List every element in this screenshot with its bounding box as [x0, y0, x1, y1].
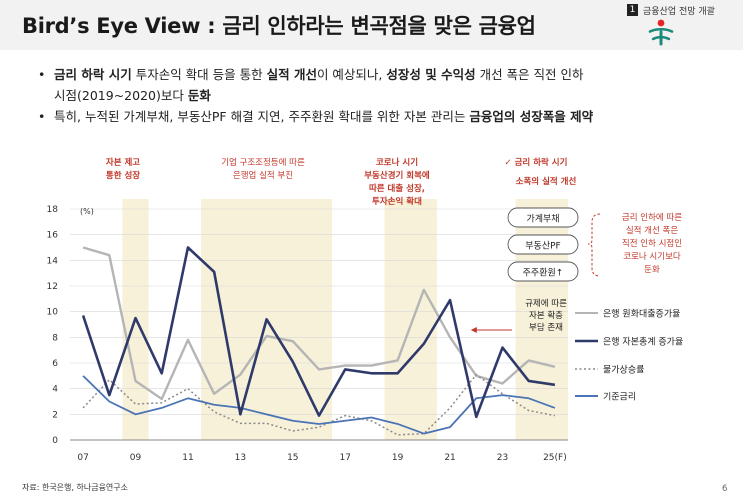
svg-text:부동산경기 회복에: 부동산경기 회복에 — [364, 170, 430, 181]
pill-shareholder-return: 주주환원↑ — [507, 261, 579, 282]
series-line-1 — [82, 246, 556, 401]
y-tick-label: 0 — [52, 436, 58, 446]
hana-logo-icon — [648, 19, 674, 46]
x-tick-label: 11 — [182, 453, 193, 463]
legend-label-2: 은행 자본총계 증가율 — [603, 336, 683, 348]
svg-text:✓ 금리 하락 시기: ✓ 금리 하락 시기 — [505, 157, 568, 168]
annotation-covid: 코로나 시기 부동산경기 회복에 따른 대출 성장, 투자손익 확대 — [364, 157, 430, 207]
y-tick-label: 12 — [47, 282, 58, 292]
svg-text:주주환원↑: 주주환원↑ — [523, 267, 564, 279]
pill-real-estate-pf: 부동산PF — [507, 234, 579, 255]
svg-text:따른 대출 성장,: 따른 대출 성장, — [369, 183, 425, 194]
regulation-note: 규제에 따른 자본 확충 부담 존재 — [525, 299, 567, 333]
shaded-period-3 — [384, 199, 437, 440]
svg-text:직전 인하 시점인: 직전 인하 시점인 — [622, 238, 682, 249]
legend-label-1: 은행 원화대출증가율 — [603, 308, 680, 320]
x-tick-label: 19 — [392, 453, 404, 463]
y-tick-label: 18 — [47, 205, 59, 215]
svg-text:가계부채: 가계부채 — [526, 213, 559, 225]
svg-text:소폭의 실적 개선: 소폭의 실적 개선 — [516, 176, 577, 187]
section-number: 1 — [627, 4, 638, 16]
annotation-rate-cut: ✓ 금리 하락 시기 소폭의 실적 개선 — [505, 157, 577, 187]
svg-text:자본 제고: 자본 제고 — [106, 157, 140, 168]
x-tick-label: 17 — [339, 453, 350, 463]
x-tick-label: 13 — [235, 453, 246, 463]
svg-text:부동산PF: 부동산PF — [525, 241, 560, 252]
side-note: 금리 인하에 따른 실적 개선 폭은 직전 인하 시점인 코로나 시기보다 둔화 — [622, 212, 682, 275]
svg-text:실적 개선 폭은: 실적 개선 폭은 — [626, 225, 679, 236]
section-label: 금융산업 전망 개괄 — [643, 7, 715, 17]
x-tick-label: 09 — [130, 453, 142, 463]
x-tick-label: 07 — [77, 453, 88, 463]
svg-text:부담 존재: 부담 존재 — [529, 322, 563, 333]
series-line-4 — [82, 375, 556, 435]
summary-bullets: 금리 하락 시기 투자손익 확대 등을 통한 실적 개선이 예상되나, 성장성 … — [38, 64, 728, 127]
source-note: 자료: 한국은행, 하나금융연구소 — [22, 483, 129, 492]
y-tick-label: 4 — [52, 385, 58, 395]
bullet-1: 금리 하락 시기 투자손익 확대 등을 통한 실적 개선이 예상되나, 성장성 … — [38, 64, 728, 85]
series-line-3 — [82, 373, 556, 436]
y-tick-label: 16 — [47, 231, 59, 241]
y-tick-label: 2 — [52, 410, 58, 420]
svg-text:자본 확충: 자본 확충 — [529, 310, 563, 321]
svg-text:규제에 따른: 규제에 따른 — [525, 299, 567, 309]
svg-text:기업 구조조정등에 따른: 기업 구조조정등에 따른 — [221, 157, 305, 168]
page-title: Bird’s Eye View : 금리 인하라는 변곡점을 맞은 금융업 — [22, 14, 536, 38]
legend-label-4: 기준금리 — [603, 392, 636, 403]
series-line-2 — [81, 246, 556, 419]
x-tick-label: 15 — [287, 453, 298, 463]
svg-text:코로나 시기: 코로나 시기 — [376, 157, 418, 168]
x-tick-label: 25(F) — [543, 453, 567, 463]
y-tick-label: 8 — [52, 333, 58, 343]
y-tick-label: 14 — [47, 256, 59, 266]
pill-household-debt: 가계부채 — [507, 207, 579, 228]
page-number: 6 — [722, 484, 728, 494]
annotation-capital-growth: 자본 제고 통한 성장 — [106, 157, 140, 181]
bullet-2: 특히, 누적된 가계부채, 부동산PF 해결 지연, 주주환원 확대를 위한 자… — [38, 106, 728, 127]
y-tick-label: 10 — [47, 308, 59, 318]
y-axis-unit: (%) — [80, 207, 94, 216]
legend-label-3: 물가상승률 — [603, 365, 644, 376]
svg-text:코로나 시기보다: 코로나 시기보다 — [623, 252, 681, 262]
svg-text:둔화: 둔화 — [644, 265, 660, 275]
svg-text:금리 인하에 따른: 금리 인하에 따른 — [622, 212, 682, 223]
y-tick-label: 6 — [52, 359, 58, 369]
svg-text:통한 성장: 통한 성장 — [106, 170, 140, 181]
bullet-1-continued: 시점(2019~2020)보다 둔화 — [54, 88, 211, 103]
svg-text:투자손익 확대: 투자손익 확대 — [372, 196, 422, 207]
annotation-restructuring: 기업 구조조정등에 따른 은행업 실적 부진 — [221, 157, 305, 181]
x-tick-label: 23 — [497, 453, 508, 463]
svg-text:은행업 실적 부진: 은행업 실적 부진 — [233, 170, 293, 181]
page-header: Bird’s Eye View : 금리 인하라는 변곡점을 맞은 금융업 1 … — [0, 0, 743, 50]
bracket — [587, 213, 601, 277]
x-tick-label: 21 — [444, 453, 455, 463]
